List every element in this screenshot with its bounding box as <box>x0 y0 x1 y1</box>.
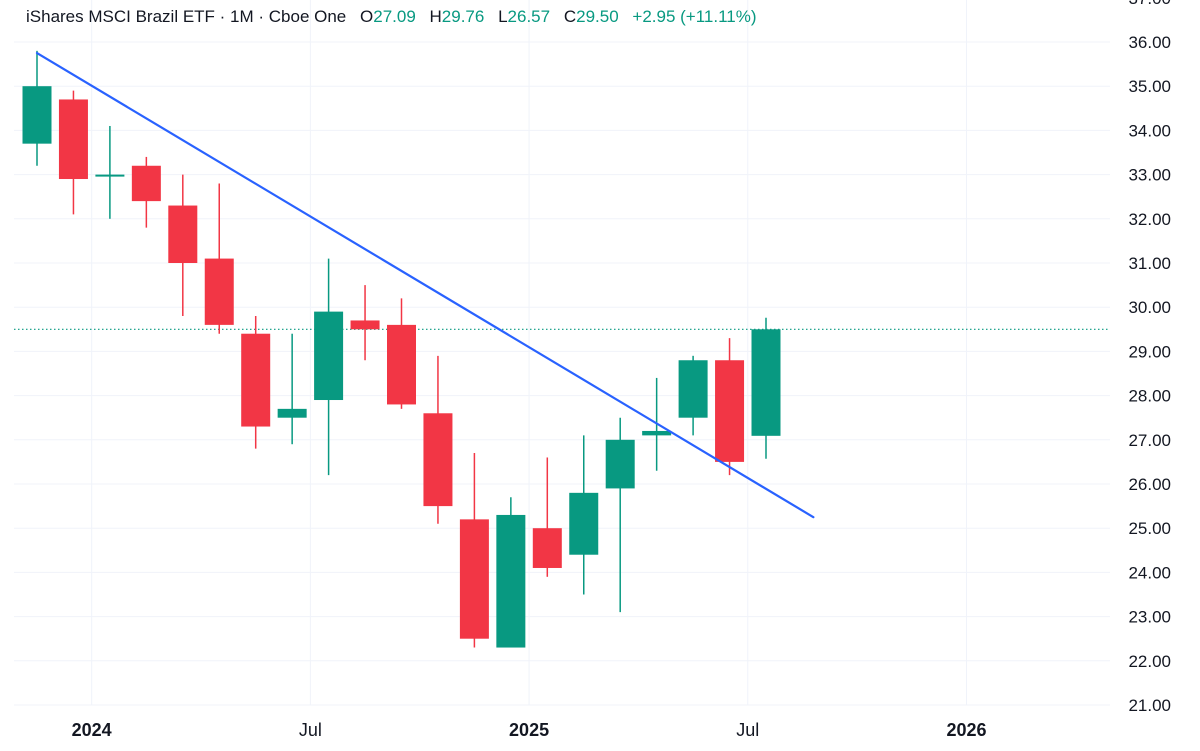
candle[interactable] <box>350 285 380 361</box>
candle[interactable] <box>496 497 526 648</box>
price-tick-label: 34.00 <box>1128 121 1171 140</box>
candle-body[interactable] <box>277 408 307 418</box>
price-tick-label: 24.00 <box>1128 563 1171 582</box>
candle-body[interactable] <box>131 165 161 202</box>
candle-body[interactable] <box>95 174 125 177</box>
candle[interactable] <box>58 90 88 215</box>
price-tick-label: 35.00 <box>1128 77 1171 96</box>
candle-body[interactable] <box>605 439 635 489</box>
candle[interactable] <box>751 317 781 459</box>
candle[interactable] <box>569 435 599 595</box>
candle-body[interactable] <box>496 514 526 648</box>
time-axis[interactable]: 2024 Jul 2025 Jul 2026 <box>72 720 987 740</box>
time-tick-label: Jul <box>299 720 322 740</box>
candle[interactable] <box>678 355 708 436</box>
candle-body[interactable] <box>715 360 745 462</box>
legend-close-label: C <box>563 7 577 26</box>
candle[interactable] <box>423 355 453 524</box>
candles-layer <box>22 50 781 648</box>
legend-low-label: L <box>498 7 508 26</box>
candle-body[interactable] <box>58 99 88 180</box>
price-tick-label: 27.00 <box>1128 431 1171 450</box>
price-tick-label: 25.00 <box>1128 519 1171 538</box>
legend-close-value: 29.50 <box>576 7 619 26</box>
candle-body[interactable] <box>532 528 562 568</box>
candle[interactable] <box>277 333 307 445</box>
legend-high-label: H <box>429 7 442 26</box>
candle-body[interactable] <box>423 413 453 507</box>
time-tick-label: 2026 <box>946 720 986 740</box>
candle[interactable] <box>241 316 271 449</box>
candle[interactable] <box>387 298 416 409</box>
time-tick-label: Jul <box>736 720 759 740</box>
candle[interactable] <box>605 417 635 613</box>
candle[interactable] <box>168 174 198 317</box>
price-tick-label: 36.00 <box>1128 33 1171 52</box>
candle-body[interactable] <box>387 324 416 405</box>
candle[interactable] <box>459 453 489 648</box>
candle-body[interactable] <box>204 258 234 325</box>
price-tick-label: 22.00 <box>1128 652 1171 671</box>
candle-body[interactable] <box>678 360 708 418</box>
chart-legend: iShares MSCI Brazil ETF · 1M · Cboe One … <box>26 7 757 27</box>
legend-open-value: 27.09 <box>373 7 416 26</box>
candle-body[interactable] <box>314 311 344 401</box>
legend-title: iShares MSCI Brazil ETF · 1M · Cboe One <box>26 7 347 26</box>
price-tick-label: 32.00 <box>1128 210 1171 229</box>
price-tick-label: 31.00 <box>1128 254 1171 273</box>
candle-body[interactable] <box>241 333 271 427</box>
candle-body[interactable] <box>642 430 672 436</box>
candle-body[interactable] <box>459 519 489 639</box>
candle[interactable] <box>95 125 125 219</box>
trendline-layer[interactable] <box>35 51 815 519</box>
trendline[interactable] <box>35 51 815 519</box>
candle-body[interactable] <box>751 329 781 436</box>
price-tick-label: 30.00 <box>1128 298 1171 317</box>
price-tick-label: 37.00 <box>1128 0 1171 8</box>
legend-change: +2.95 (+11.11%) <box>632 7 757 26</box>
time-tick-label: 2024 <box>72 720 112 740</box>
price-tick-label: 23.00 <box>1128 608 1171 627</box>
price-axis[interactable]: 21.00 22.00 23.00 24.00 25.00 26.00 27.00 28.00… <box>1128 0 1171 715</box>
candle-body[interactable] <box>22 86 52 144</box>
candle-body[interactable] <box>569 492 599 555</box>
price-tick-label: 26.00 <box>1128 475 1171 494</box>
time-tick-label: 2025 <box>509 720 549 740</box>
candle[interactable] <box>314 258 344 476</box>
axis-mask <box>1112 0 1200 751</box>
legend-high-value: 29.76 <box>441 7 485 26</box>
candle[interactable] <box>532 457 562 577</box>
legend-low-value: 26.57 <box>507 7 551 26</box>
grid-lines <box>14 0 1110 706</box>
candle[interactable] <box>22 50 52 166</box>
price-tick-label: 33.00 <box>1128 166 1171 185</box>
price-tick-label: 28.00 <box>1128 387 1171 406</box>
price-tick-label: 29.00 <box>1128 342 1171 361</box>
candle[interactable] <box>204 183 234 334</box>
candle-body[interactable] <box>168 205 198 263</box>
price-tick-label: 21.00 <box>1128 696 1171 715</box>
candle[interactable] <box>715 338 745 476</box>
legend-open-label: O <box>360 7 374 26</box>
candle[interactable] <box>131 156 161 228</box>
candle-body[interactable] <box>350 320 380 330</box>
